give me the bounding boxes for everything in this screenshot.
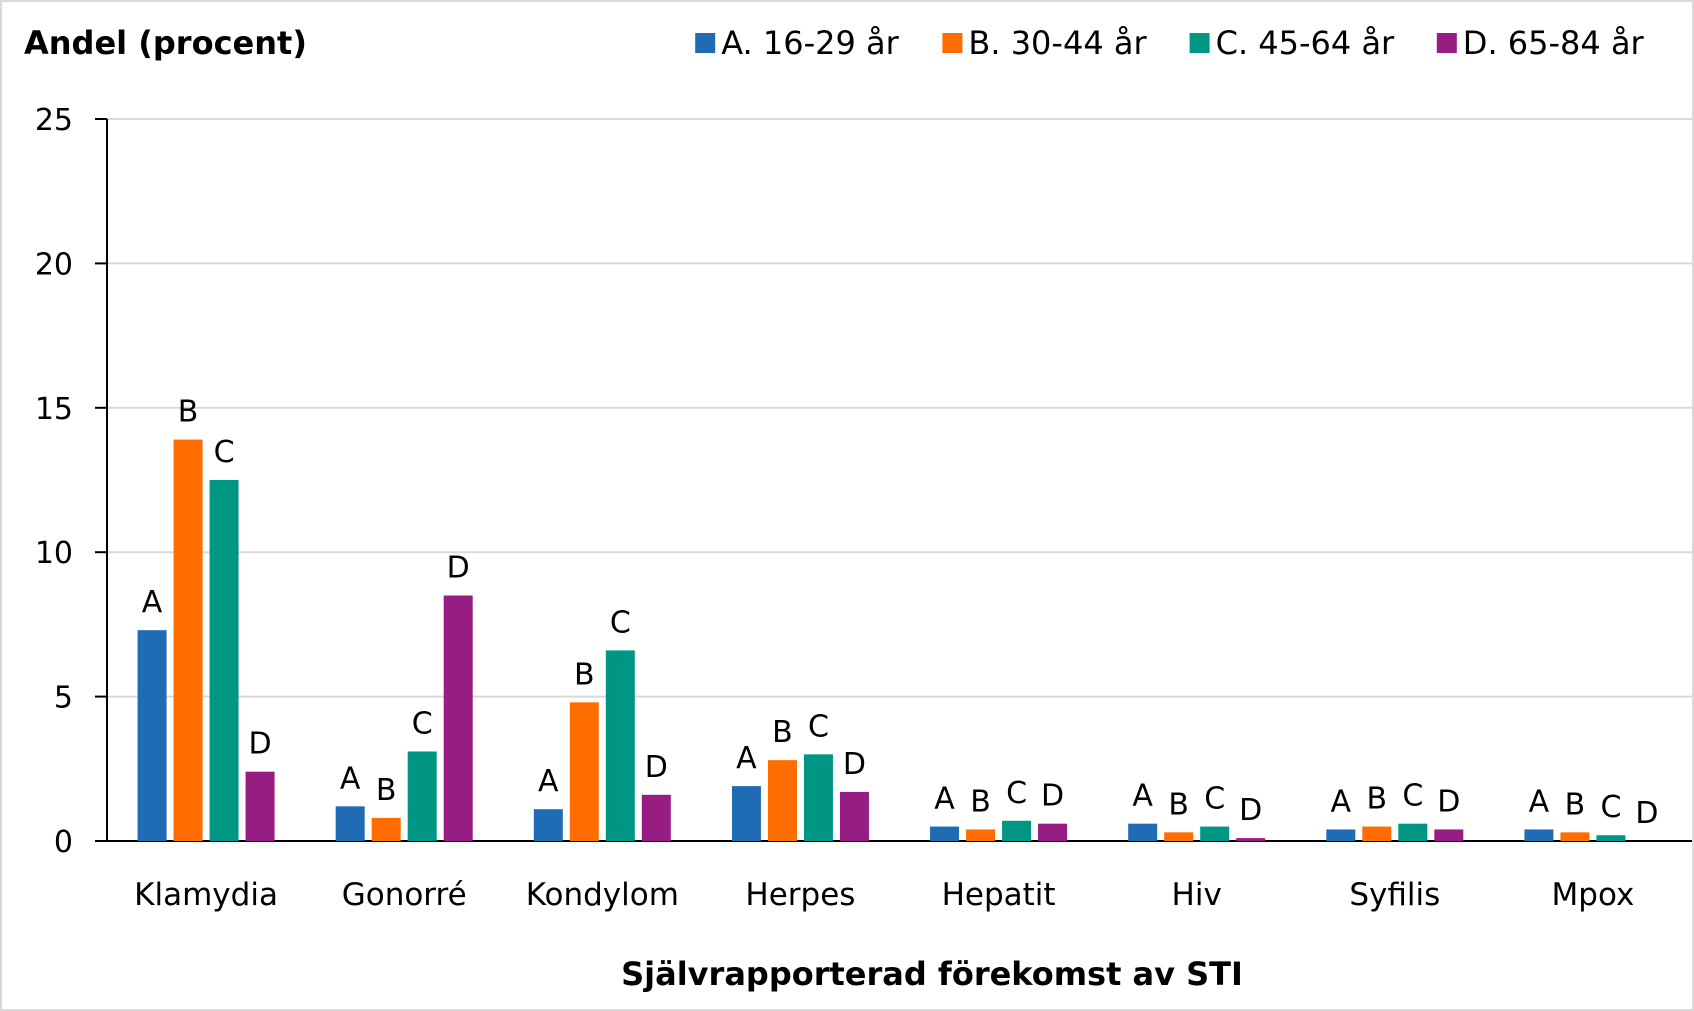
bar-b xyxy=(1362,826,1392,841)
bar-a xyxy=(1128,823,1158,841)
bar-data-label: A xyxy=(1529,784,1550,819)
bar-a xyxy=(335,806,365,841)
legend-label: B. 30-44 år xyxy=(968,24,1147,62)
bar-data-label: A xyxy=(340,761,361,796)
x-category-label: Hepatit xyxy=(942,877,1056,913)
bar-data-label: C xyxy=(412,706,433,741)
bar-a xyxy=(533,809,563,841)
bar-a xyxy=(731,786,761,841)
legend-swatch-c xyxy=(1189,33,1210,53)
legend-label: D. 65-84 år xyxy=(1463,24,1645,62)
bar-data-label: D xyxy=(447,551,470,586)
bar-data-label: D xyxy=(249,727,272,762)
x-category-label: Syfilis xyxy=(1349,877,1440,913)
bar-b xyxy=(173,439,203,841)
gridlines xyxy=(107,118,1692,698)
x-category-label: Herpes xyxy=(745,877,855,913)
bar-d xyxy=(1434,829,1464,841)
bar-data-label: C xyxy=(610,605,631,640)
bar-data-label: A xyxy=(1331,784,1352,819)
legend-swatch-b xyxy=(942,33,963,53)
bar-data-label: B xyxy=(574,657,595,692)
legend-label: A. 16-29 år xyxy=(721,24,899,62)
x-category-label: Mpox xyxy=(1552,877,1635,913)
bar-c xyxy=(1596,835,1626,841)
bar-b xyxy=(966,829,996,841)
bar-data-label: D xyxy=(1437,784,1460,819)
y-tick-label: 10 xyxy=(35,536,73,571)
bar-d xyxy=(1236,838,1266,841)
y-tick-label: 0 xyxy=(54,825,73,860)
legend-label: C. 45-64 år xyxy=(1216,24,1395,62)
x-category-label: Gonorré xyxy=(342,877,467,913)
bar-data-label: B xyxy=(970,784,991,819)
bar-data-label: C xyxy=(214,435,235,470)
bar-data-label: C xyxy=(1006,776,1027,811)
bar-data-label: C xyxy=(1402,779,1423,814)
legend-swatch-d xyxy=(1436,33,1457,53)
bar-data-label: B xyxy=(1367,782,1388,817)
x-category-label: Hiv xyxy=(1172,877,1222,913)
bar-c xyxy=(803,754,833,841)
bar-c xyxy=(1002,820,1032,841)
bar-a xyxy=(930,826,960,841)
bar-data-label: A xyxy=(934,782,955,817)
axes: 0 5 10 15 20 25 Klamydia Gonorré Kondylom Herpes H… xyxy=(35,103,1692,913)
bar-c xyxy=(209,480,239,841)
legend-swatch-a xyxy=(695,33,716,53)
bar-data-label: B xyxy=(178,395,199,430)
x-category-label: Kondylom xyxy=(526,877,679,913)
bar-data-label: B xyxy=(376,773,397,808)
bar-a xyxy=(1326,829,1356,841)
bar-data-label: A xyxy=(1132,779,1153,814)
bars xyxy=(137,439,1626,841)
x-category-label: Klamydia xyxy=(134,877,278,913)
bar-data-label: B xyxy=(1565,787,1586,822)
bar-data-label: D xyxy=(1041,779,1064,814)
bar-b xyxy=(767,760,797,841)
bar-d xyxy=(1038,823,1068,841)
bar-a xyxy=(137,630,167,841)
y-tick-label: 5 xyxy=(54,681,73,716)
bar-data-label: C xyxy=(808,709,829,744)
y-tick-label: 20 xyxy=(35,247,73,282)
bar-c xyxy=(1200,826,1230,841)
bar-data-label: D xyxy=(645,750,668,785)
bar-a xyxy=(1524,829,1554,841)
bar-c xyxy=(1398,823,1428,841)
x-axis-title: Självrapporterad förekomst av STI xyxy=(621,955,1243,993)
bar-c xyxy=(605,650,635,841)
bar-data-label: D xyxy=(1635,796,1658,831)
bar-b xyxy=(371,817,401,841)
bar-data-label: C xyxy=(1204,782,1225,817)
bar-d xyxy=(245,771,275,841)
bar-data-label: D xyxy=(843,747,866,782)
y-tick-label: 25 xyxy=(35,103,73,138)
bar-data-label: B xyxy=(1168,787,1189,822)
legend: A. 16-29 år B. 30-44 år C. 45-64 år D. 65-8… xyxy=(695,24,1645,62)
y-tick-label: 15 xyxy=(35,392,73,427)
bar-data-label: A xyxy=(736,741,757,776)
bar-data-label: A xyxy=(538,764,559,799)
bar-data-label: B xyxy=(772,715,793,750)
bar-b xyxy=(1560,832,1590,841)
bar-d xyxy=(443,595,473,841)
bar-d xyxy=(839,791,869,841)
bar-data-label: A xyxy=(142,585,163,620)
bar-data-label: D xyxy=(1239,793,1262,828)
bar-b xyxy=(1164,832,1194,841)
y-axis-title: Andel (procent) xyxy=(24,24,307,62)
bar-c xyxy=(407,751,437,841)
bar-b xyxy=(569,702,599,841)
bar-data-label: C xyxy=(1600,790,1621,825)
bar-d xyxy=(641,794,671,841)
